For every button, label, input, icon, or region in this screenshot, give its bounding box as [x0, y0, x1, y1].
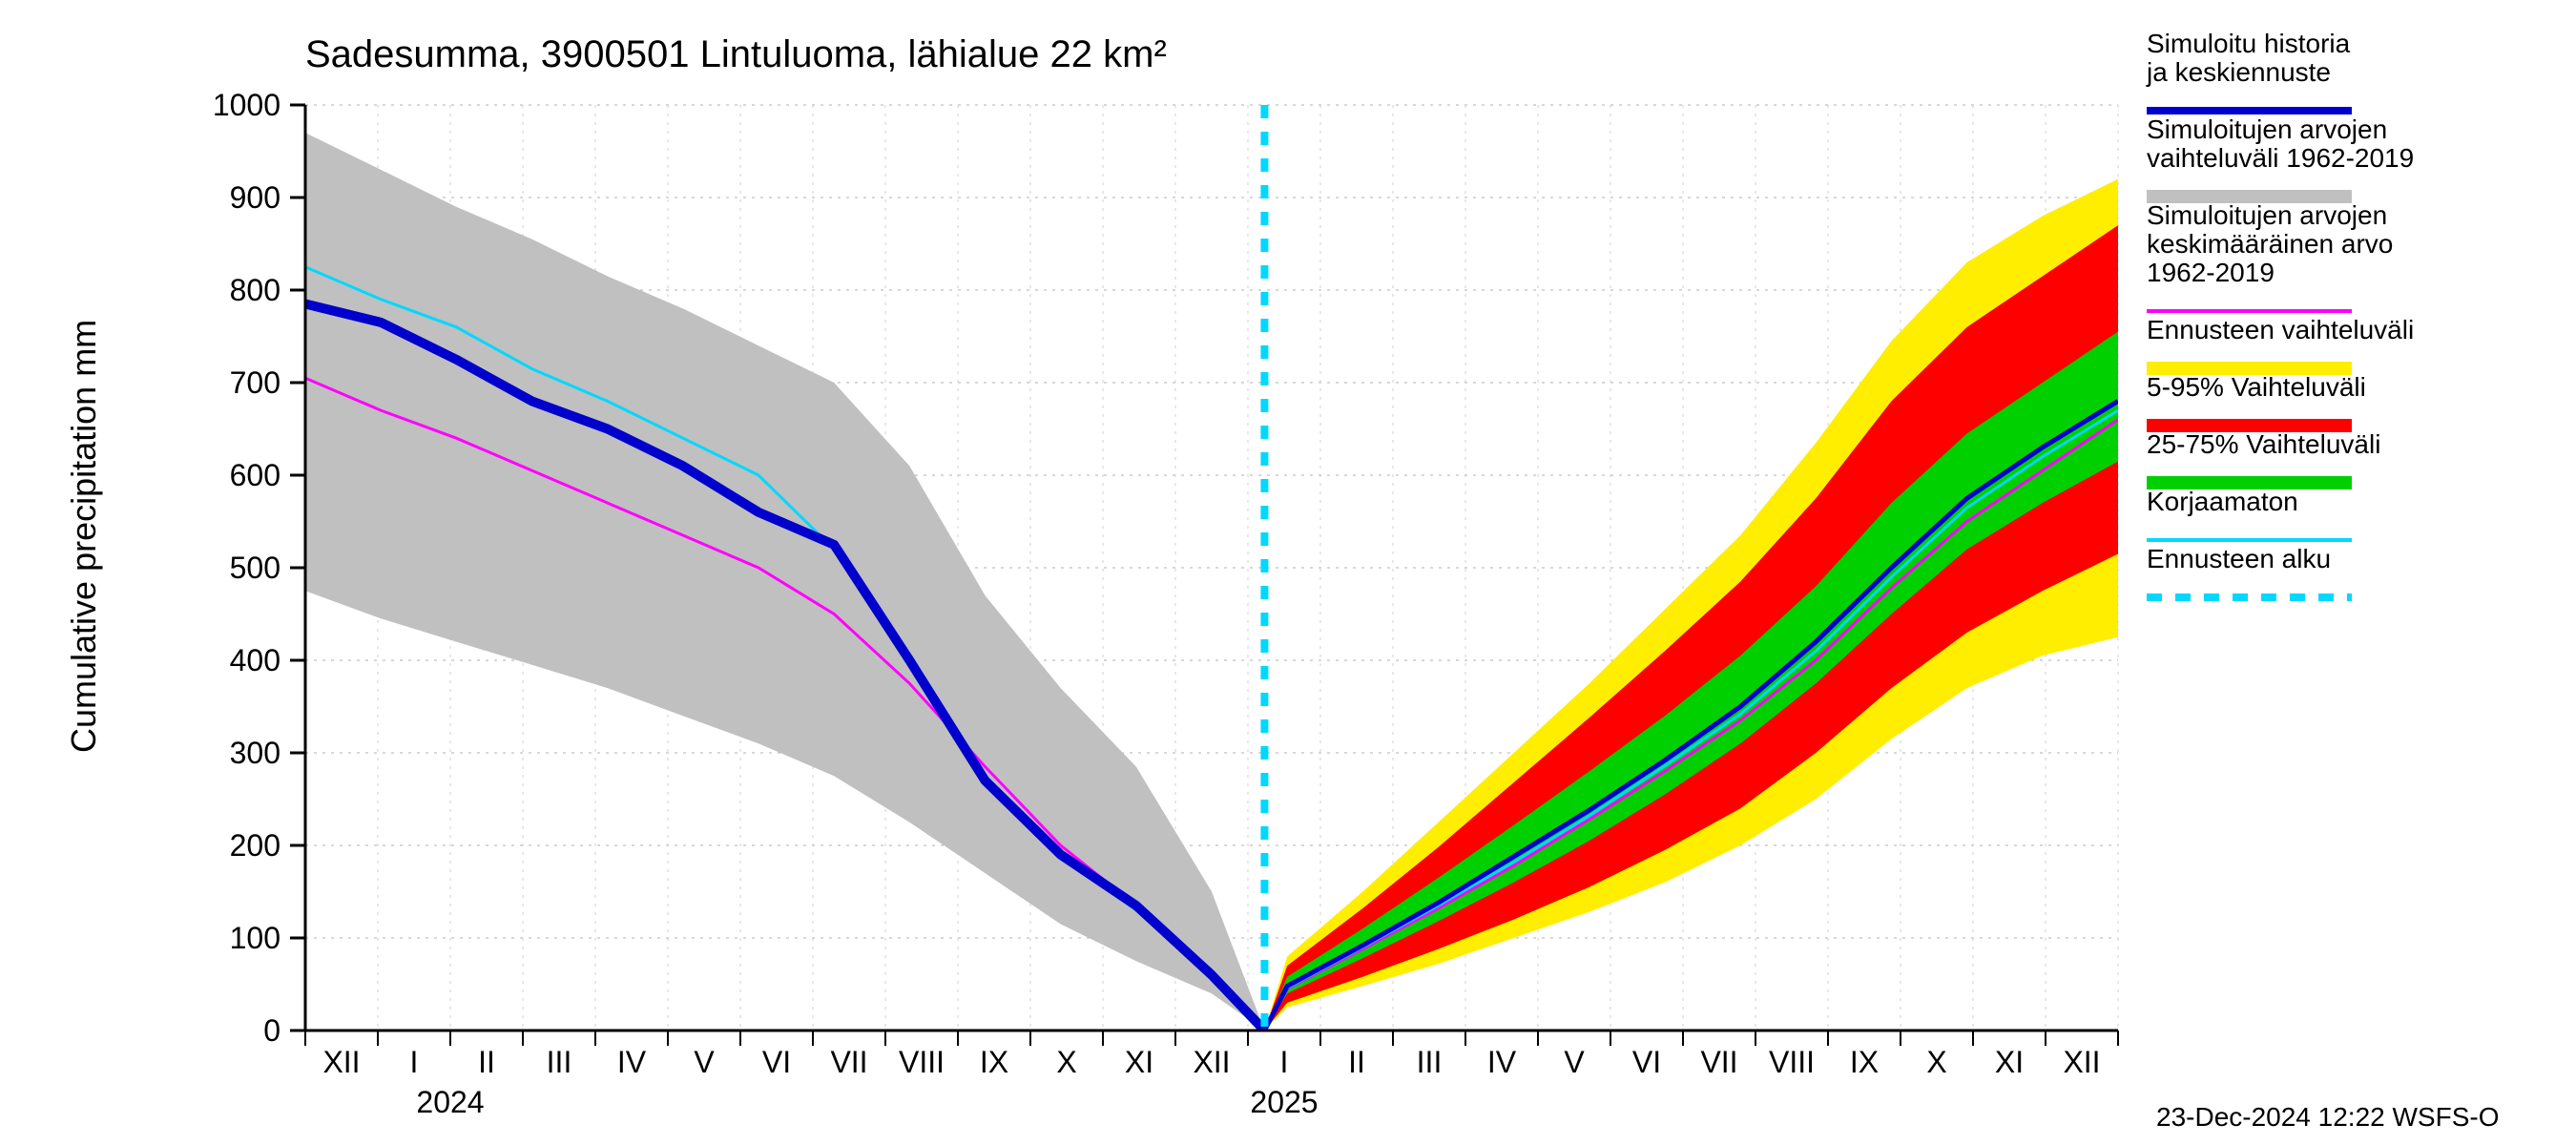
y-tick-label: 300 [230, 736, 280, 770]
x-tick-label: IX [980, 1045, 1008, 1079]
chart-footer: 23-Dec-2024 12:22 WSFS-O [2156, 1102, 2500, 1132]
x-tick-label: VI [1632, 1045, 1661, 1079]
x-tick-label: IX [1850, 1045, 1879, 1079]
y-tick-label: 700 [230, 365, 280, 400]
y-tick-label: 900 [230, 180, 280, 215]
x-tick-label: II [1348, 1045, 1365, 1079]
y-tick-label: 1000 [213, 88, 280, 122]
y-tick-label: 400 [230, 643, 280, 677]
legend-label: keskimääräinen arvo [2147, 229, 2393, 259]
x-tick-label: III [1417, 1045, 1443, 1079]
y-tick-label: 100 [230, 921, 280, 955]
legend-label: Simuloitu historia [2147, 29, 2351, 58]
x-tick-label: I [1280, 1045, 1289, 1079]
x-tick-label: I [410, 1045, 419, 1079]
legend-label: Korjaamaton [2147, 487, 2298, 516]
x-tick-label: XI [1125, 1045, 1153, 1079]
legend-label: vaihteluväli 1962-2019 [2147, 143, 2414, 173]
legend-label: ja keskiennuste [2146, 57, 2331, 87]
x-year-label: 2024 [416, 1085, 484, 1119]
y-tick-label: 600 [230, 458, 280, 492]
x-year-label: 2025 [1250, 1085, 1318, 1119]
y-tick-label: 0 [263, 1013, 280, 1048]
precipitation-chart: 01002003004005006007008009001000XIIIIIII… [0, 0, 2576, 1145]
chart-svg: 01002003004005006007008009001000XIIIIIII… [0, 0, 2576, 1145]
legend-label: 1962-2019 [2147, 258, 2275, 287]
legend-label: Simuloitujen arvojen [2147, 200, 2387, 230]
y-tick-label: 500 [230, 551, 280, 585]
chart-title: Sadesumma, 3900501 Lintuluoma, lähialue … [305, 33, 1167, 75]
y-axis-label: Cumulative precipitation mm [64, 320, 103, 753]
legend-label: 25-75% Vaihteluväli [2147, 429, 2380, 459]
x-tick-label: XII [322, 1045, 360, 1079]
legend-label: Simuloitujen arvojen [2147, 114, 2387, 144]
x-tick-label: VII [830, 1045, 867, 1079]
legend-label: Ennusteen alku [2147, 544, 2331, 573]
x-tick-label: XI [1995, 1045, 2024, 1079]
x-tick-label: XII [1193, 1045, 1230, 1079]
x-tick-label: X [1056, 1045, 1076, 1079]
x-tick-label: II [478, 1045, 495, 1079]
x-tick-label: V [1564, 1045, 1585, 1079]
x-tick-label: XII [2063, 1045, 2100, 1079]
x-tick-label: III [547, 1045, 572, 1079]
legend-label: Ennusteen vaihteluväli [2147, 315, 2414, 344]
y-tick-label: 800 [230, 273, 280, 307]
x-tick-label: VI [762, 1045, 791, 1079]
x-tick-label: VII [1700, 1045, 1737, 1079]
y-tick-label: 200 [230, 828, 280, 863]
x-tick-label: IV [1487, 1045, 1517, 1079]
legend-label: 5-95% Vaihteluväli [2147, 372, 2366, 402]
x-tick-label: IV [617, 1045, 647, 1079]
x-tick-label: VIII [1769, 1045, 1815, 1079]
x-tick-label: X [1926, 1045, 1946, 1079]
x-tick-label: VIII [899, 1045, 945, 1079]
x-tick-label: V [694, 1045, 715, 1079]
